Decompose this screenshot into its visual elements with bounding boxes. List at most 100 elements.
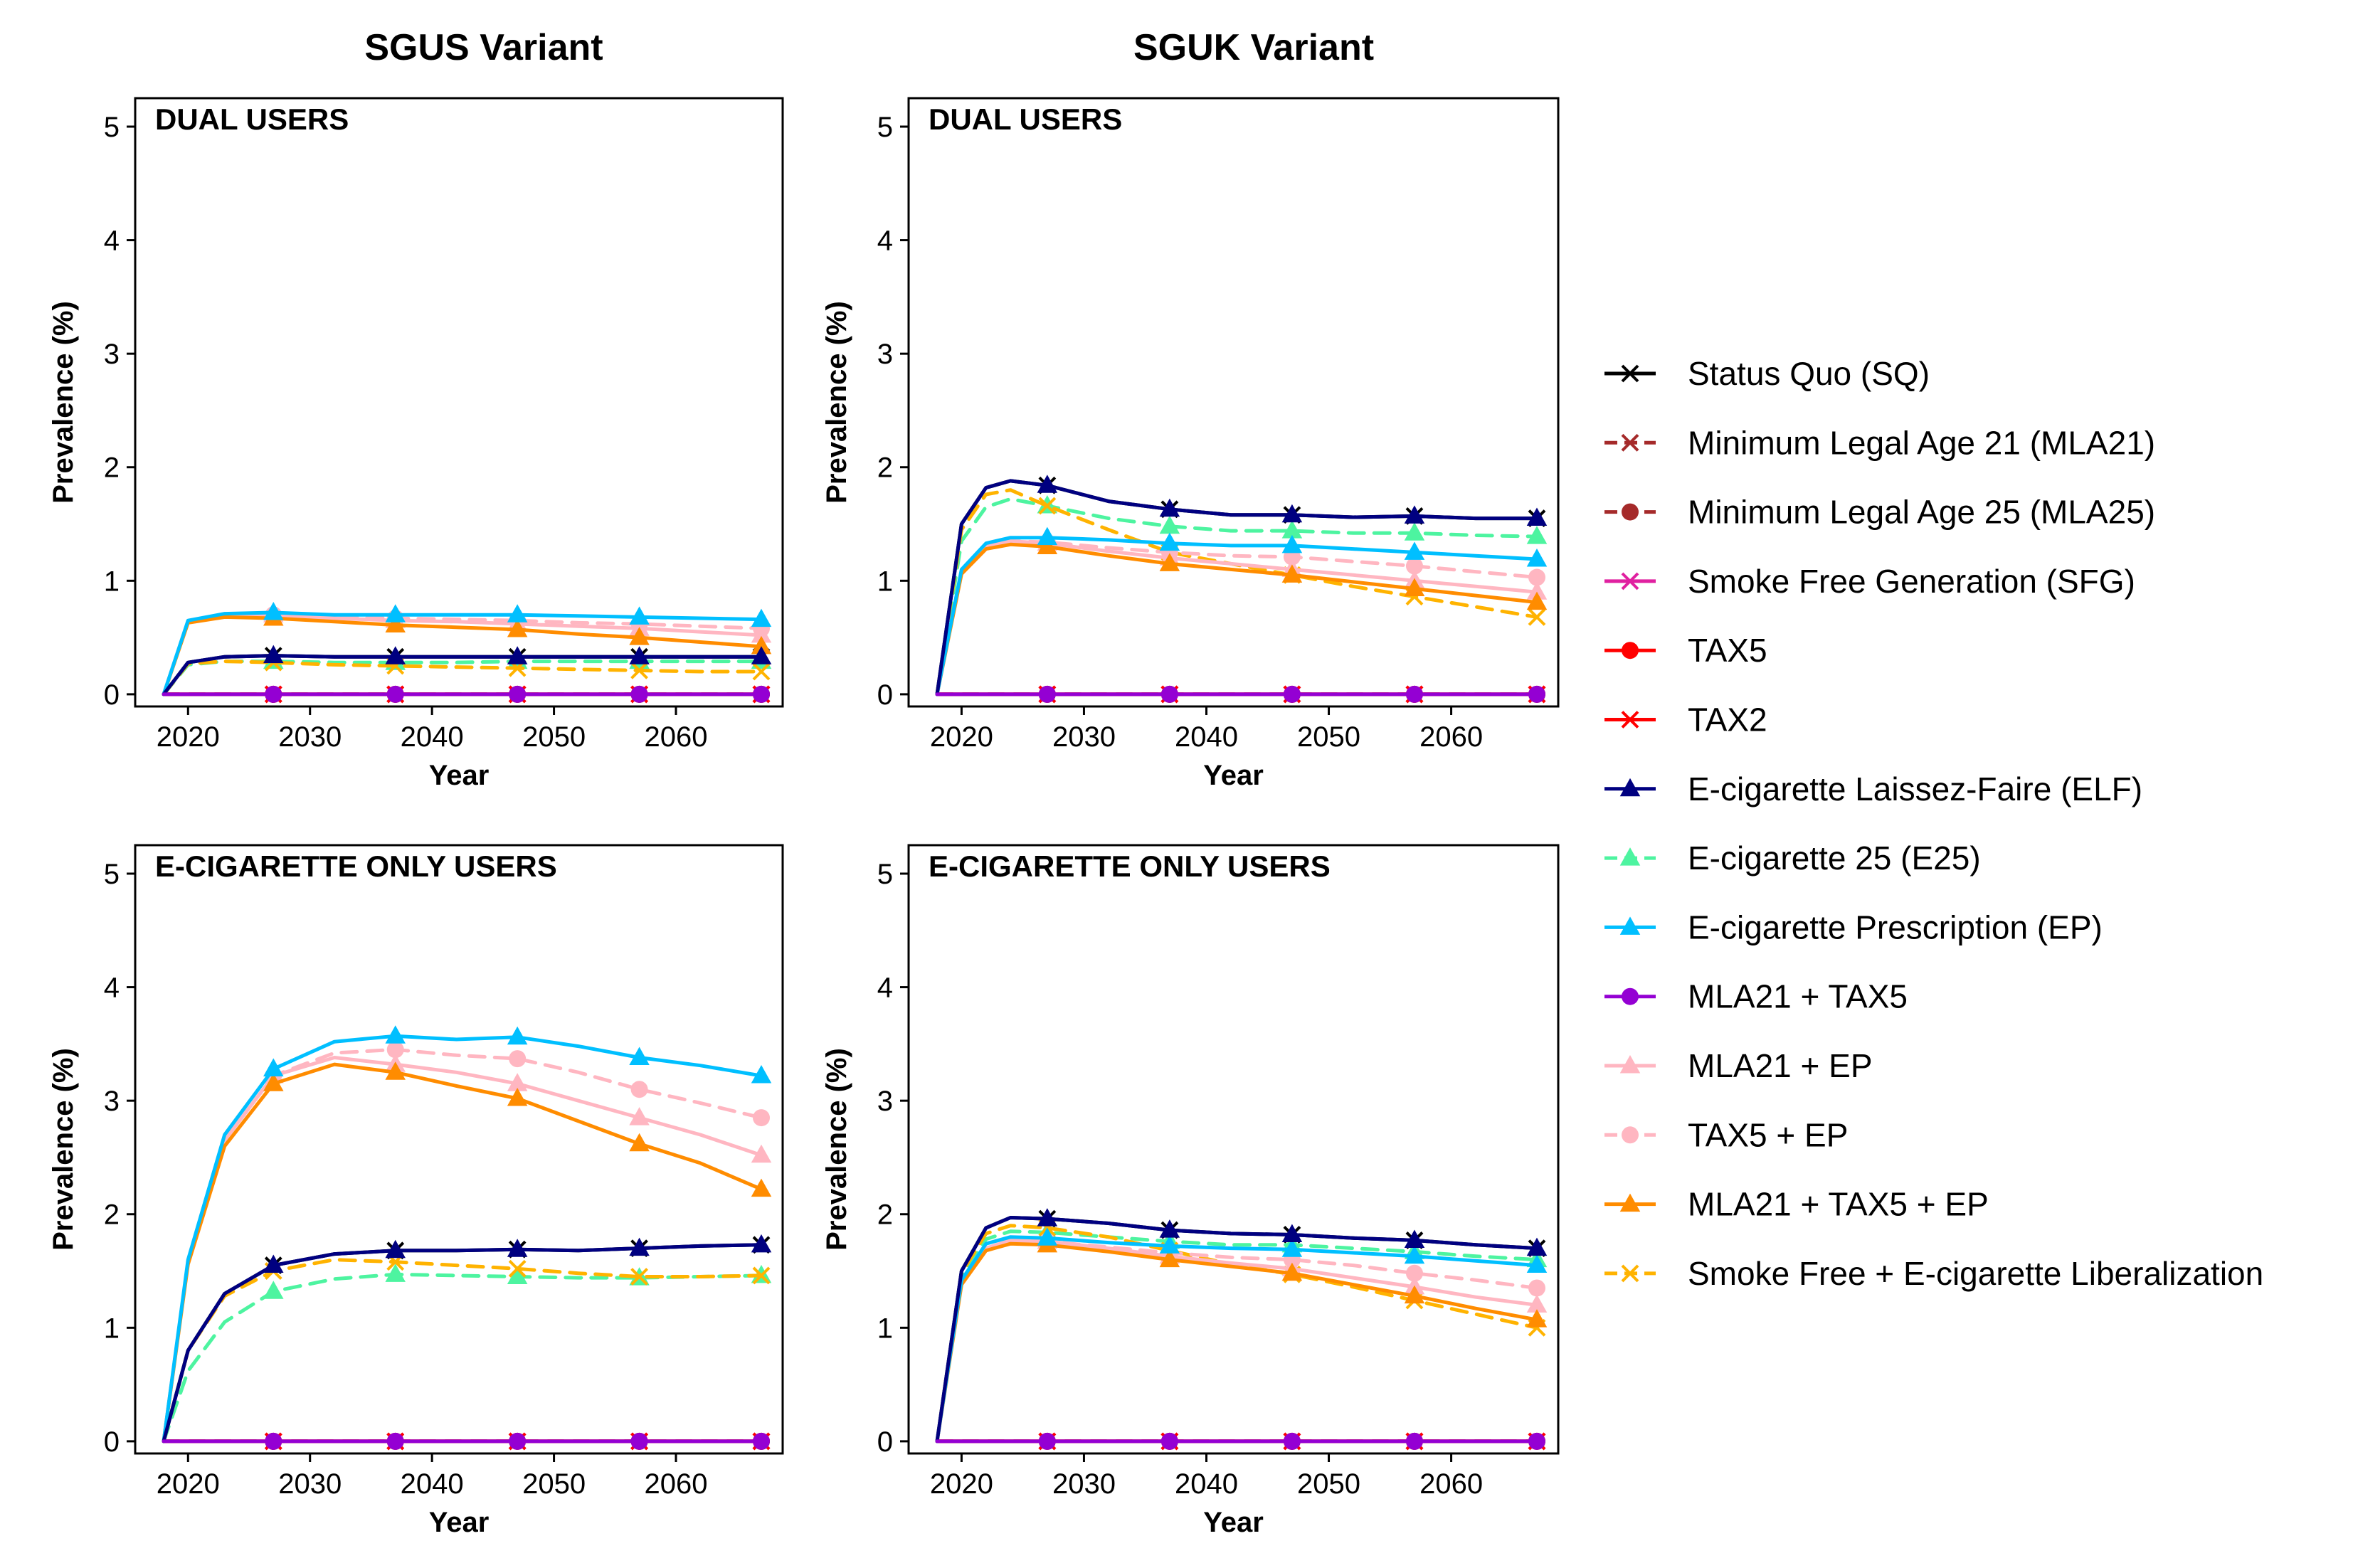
data-point	[1526, 1294, 1548, 1313]
plot-frame	[907, 844, 1560, 1455]
x-tick-label: 2050	[522, 1468, 586, 1500]
series-line	[935, 1241, 1539, 1443]
data-point	[1037, 1227, 1058, 1246]
y-tick-label: 2	[877, 452, 893, 484]
legend-label: Minimum Legal Age 25 (MLA25)	[1688, 494, 2155, 531]
y-tick-label: 1	[877, 1313, 893, 1344]
data-point	[1037, 536, 1058, 554]
x-tick-label: 2020	[930, 1468, 993, 1500]
legend-item: Smoke Free Generation (SFG)	[1604, 563, 2135, 600]
x-axis-label: Year	[1203, 760, 1264, 791]
data-point	[263, 1073, 284, 1091]
data-point	[1528, 1432, 1545, 1450]
series-line	[162, 1258, 763, 1443]
legend-label: Status Quo (SQ)	[1688, 355, 1930, 392]
data-point	[1159, 553, 1180, 571]
series-tax5-ep	[935, 534, 1545, 696]
panel-title: DUAL USERS	[929, 102, 1122, 136]
x-tick-label: 2040	[401, 721, 464, 753]
series-line	[935, 536, 1539, 696]
y-tick-label: 3	[104, 339, 120, 370]
data-point	[1404, 578, 1425, 596]
data-point	[751, 624, 772, 643]
x-tick-label: 2060	[1419, 721, 1483, 753]
legend-marker	[1619, 1193, 1641, 1212]
data-point	[386, 1432, 404, 1450]
series-line	[162, 615, 763, 696]
panel-3: E-CIGARETTE ONLY USERS 0 1 2 3 4 5 2020 2030 2040…	[48, 844, 784, 1538]
data-point	[263, 602, 284, 620]
data-point	[1281, 1262, 1303, 1281]
series-mla21-ep	[935, 1231, 1548, 1443]
data-point	[753, 685, 770, 703]
data-point	[265, 685, 282, 703]
series-e-cigarette-prescription-ep	[162, 1025, 772, 1443]
series-e-cigarette-25-e25	[162, 1264, 772, 1443]
series-line	[935, 1238, 1539, 1443]
x-tick-label: 2030	[278, 1468, 342, 1500]
x-tick-label: 2040	[1175, 1468, 1238, 1500]
data-point	[385, 1061, 406, 1080]
data-point	[1159, 515, 1180, 534]
data-point	[1281, 1239, 1303, 1257]
data-point	[386, 1041, 404, 1059]
legend-item: MLA21 + TAX5	[1604, 978, 1908, 1015]
data-point	[1281, 504, 1303, 523]
column-title-sgus: SGUS Variant	[364, 27, 603, 68]
data-point	[630, 661, 648, 679]
legend-marker	[1622, 503, 1639, 521]
data-point	[385, 1025, 406, 1044]
data-point	[1405, 557, 1423, 575]
legend-label: E-cigarette Laissez-Faire (ELF)	[1688, 770, 2142, 807]
data-point	[629, 618, 650, 636]
data-point	[1526, 1309, 1548, 1328]
x-tick-label: 2020	[157, 721, 220, 753]
column-title-sguk: SGUK Variant	[1133, 27, 1374, 68]
legend-label: MLA21 + TAX5	[1688, 978, 1908, 1015]
x-tick-label: 2020	[930, 721, 993, 753]
y-tick-label: 2	[104, 452, 120, 484]
legend-item: E-cigarette Laissez-Faire (ELF)	[1604, 770, 2142, 807]
legend-label: Minimum Legal Age 21 (MLA21)	[1688, 424, 2155, 461]
data-point	[1405, 1432, 1423, 1450]
y-tick-label: 1	[877, 566, 893, 597]
data-point	[385, 1264, 406, 1282]
data-point	[630, 1432, 648, 1450]
data-point	[1281, 520, 1303, 539]
data-point	[1159, 1249, 1180, 1268]
legend-marker	[1619, 1055, 1641, 1074]
legend-label: TAX2	[1688, 701, 1767, 738]
series-line	[162, 659, 763, 696]
data-point	[1160, 1432, 1178, 1450]
y-tick-label: 4	[104, 973, 120, 1004]
series-e-cigarette-laissez-faire-elf	[162, 645, 772, 696]
data-point	[1159, 532, 1180, 551]
series-line	[162, 1243, 763, 1443]
series-e-cigarette-prescription-ep	[162, 602, 772, 696]
legend-marker	[1622, 1126, 1639, 1144]
series-status-quo-sq	[162, 1236, 771, 1443]
legend-marker	[1622, 987, 1639, 1005]
y-tick-label: 1	[104, 1313, 120, 1344]
series-line	[162, 1272, 763, 1443]
plot-frame	[134, 97, 784, 708]
series-mla21-tax5	[162, 685, 770, 703]
series-line	[162, 610, 763, 696]
data-point	[263, 645, 284, 664]
series-line	[935, 1238, 1539, 1443]
series-mla21-tax5-ep	[162, 607, 772, 696]
data-point	[509, 1432, 527, 1450]
y-tick-label: 3	[877, 1086, 893, 1117]
data-point	[507, 1239, 528, 1257]
data-point	[508, 1259, 527, 1278]
data-point	[1526, 1237, 1548, 1256]
data-point	[1404, 1285, 1425, 1304]
data-point	[751, 635, 772, 655]
data-point	[507, 1026, 528, 1045]
x-tick-label: 2050	[522, 721, 586, 753]
legend-label: Smoke Free Generation (SFG)	[1688, 563, 2135, 600]
y-tick-label: 3	[104, 1086, 120, 1117]
data-point	[1037, 1208, 1058, 1227]
panel-title: E-CIGARETTE ONLY USERS	[155, 849, 557, 883]
